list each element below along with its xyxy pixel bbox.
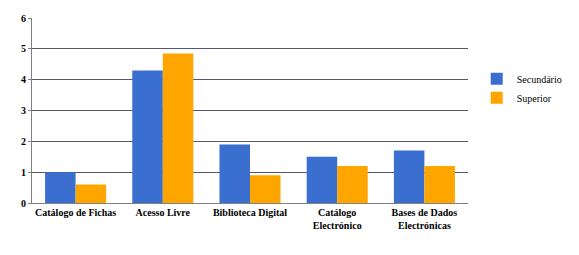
- svg-text:CatálogoElectrónico: CatálogoElectrónico: [313, 207, 362, 231]
- svg-text:Bases de DadosElectrónicas: Bases de DadosElectrónicas: [392, 207, 458, 231]
- svg-text:Biblioteca Digital: Biblioteca Digital: [213, 207, 287, 218]
- svg-text:4: 4: [21, 74, 26, 85]
- svg-text:2: 2: [21, 136, 26, 147]
- svg-text:Catálogo de Fichas: Catálogo de Fichas: [35, 207, 116, 218]
- svg-text:6: 6: [21, 13, 26, 24]
- svg-text:0: 0: [21, 198, 26, 209]
- svg-text:Superior: Superior: [517, 93, 552, 104]
- svg-text:Acesso Livre: Acesso Livre: [136, 207, 191, 218]
- svg-text:3: 3: [21, 105, 26, 116]
- svg-text:Secundário: Secundário: [517, 74, 562, 85]
- svg-text:5: 5: [21, 43, 26, 54]
- svg-text:1: 1: [21, 167, 26, 178]
